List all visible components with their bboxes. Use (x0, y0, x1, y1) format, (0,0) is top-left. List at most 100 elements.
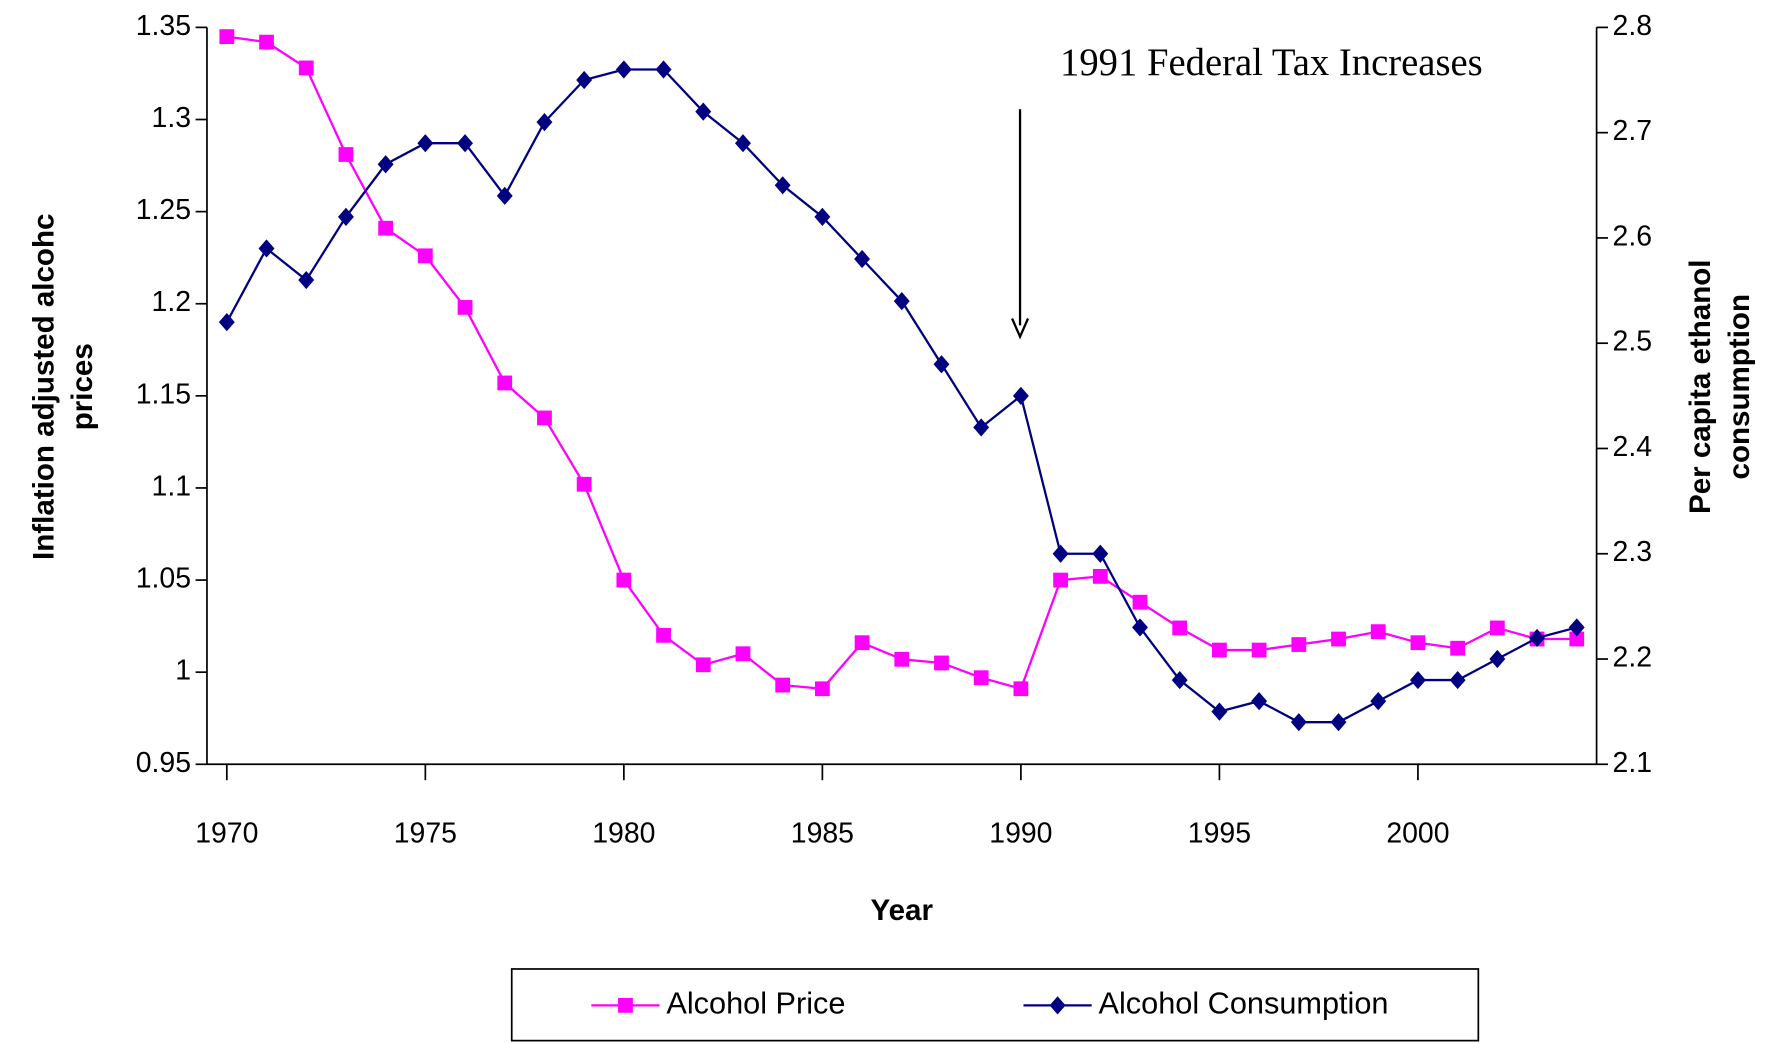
point (457, 134, 474, 153)
point (1290, 713, 1307, 732)
point (1092, 544, 1109, 563)
point (854, 249, 871, 269)
point (1450, 640, 1466, 656)
y-axis-title-line: prices (66, 343, 99, 430)
point (695, 102, 712, 121)
point (496, 186, 513, 205)
y-tick-label: 1.05 (136, 563, 191, 595)
annotation: 1991 Federal Tax Increases (1060, 42, 1483, 84)
point (338, 147, 354, 162)
point (695, 657, 711, 673)
point (417, 248, 433, 264)
y-tick-label: 1.25 (136, 194, 191, 226)
point (377, 155, 394, 174)
point (537, 410, 552, 426)
legend-box (510, 968, 1480, 1042)
point (854, 635, 870, 651)
x-tick-label: 1970 (195, 817, 258, 849)
y-tick-label: 1.2 (152, 286, 192, 318)
point (1092, 568, 1108, 584)
point (337, 207, 354, 226)
point (1251, 642, 1267, 658)
point (934, 655, 949, 671)
point (616, 572, 632, 588)
point (1171, 670, 1188, 690)
point (1370, 624, 1386, 640)
y2-tick-label: 2.2 (1613, 642, 1653, 674)
point (1211, 702, 1228, 721)
point (1049, 996, 1066, 1015)
point (1172, 620, 1188, 636)
point (1053, 572, 1068, 588)
point (1370, 692, 1387, 711)
point (258, 239, 275, 258)
point (1013, 681, 1029, 697)
point (814, 207, 831, 226)
point (576, 476, 592, 492)
y-tick-label: 1 (175, 655, 191, 687)
y2-axis-title-line: consumption (1723, 294, 1756, 479)
legend-label: Alcohol Consumption (1099, 985, 1389, 1020)
legend-label: Alcohol Price (666, 985, 845, 1020)
x-tick-label: 1985 (791, 817, 854, 849)
point (298, 60, 314, 76)
y-axis-title-line: Inflation adjusted alcohc (27, 214, 60, 560)
point (1052, 544, 1069, 563)
point (1132, 594, 1148, 610)
point (1410, 635, 1426, 651)
y2-tick-label: 2.5 (1613, 326, 1653, 358)
point (973, 418, 990, 437)
point (1449, 670, 1466, 690)
point (735, 646, 751, 662)
point (1409, 670, 1426, 690)
point (1489, 620, 1505, 636)
y-axis-title: Inflation adjusted alcohc prices (27, 214, 99, 560)
point (933, 355, 950, 374)
point (219, 29, 235, 44)
annotation-arrowhead (1011, 318, 1030, 340)
y2-tick-label: 2.7 (1613, 115, 1653, 147)
y2-tick-label: 2.8 (1613, 10, 1653, 42)
point (378, 220, 394, 236)
x-tick-label: 1980 (592, 817, 655, 849)
point (417, 134, 434, 153)
point (1132, 618, 1148, 637)
y-tick-label: 1.3 (152, 102, 192, 134)
x-tick-label: 2000 (1386, 817, 1449, 849)
y-tick-label: 1.1 (152, 470, 192, 502)
point (618, 997, 633, 1013)
point (894, 651, 910, 667)
point (1251, 692, 1268, 711)
point (218, 313, 235, 332)
y-tick-label: 1.35 (136, 10, 191, 42)
point (497, 375, 513, 391)
point (656, 627, 671, 643)
y2-tick-label: 2.6 (1613, 220, 1653, 252)
point (973, 670, 989, 686)
point (1291, 637, 1307, 652)
y2-axis-title: Per capita ethanol consumption (1684, 259, 1756, 514)
y2-tick-label: 2.3 (1613, 536, 1653, 568)
point (1012, 386, 1029, 405)
y2-tick-label: 2.4 (1613, 431, 1653, 463)
point (576, 70, 593, 90)
point (1331, 631, 1346, 647)
y2-axis-title-line: Per capita ethanol (1684, 259, 1717, 514)
x-axis-title: Year (871, 894, 934, 927)
point (1212, 642, 1227, 658)
point (1568, 618, 1585, 637)
point (814, 681, 830, 697)
point (298, 270, 315, 290)
y2-tick-label: 2.1 (1613, 747, 1653, 779)
point (615, 60, 632, 79)
x-tick-label: 1995 (1188, 817, 1251, 849)
x-tick-label: 1975 (394, 817, 457, 849)
series-line (226, 35, 1577, 691)
point (1330, 713, 1347, 732)
point (775, 677, 791, 693)
point (774, 176, 791, 195)
point (457, 300, 473, 315)
y-tick-label: 0.95 (136, 747, 191, 779)
point (1569, 631, 1585, 647)
